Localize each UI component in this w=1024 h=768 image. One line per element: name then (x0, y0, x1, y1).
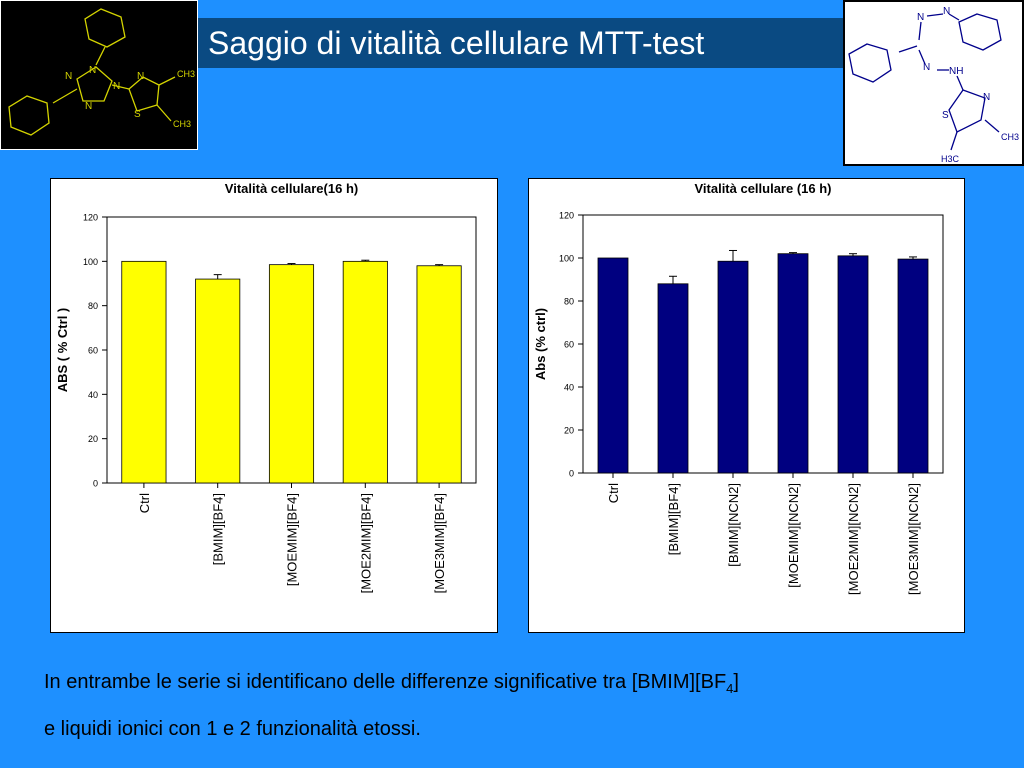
y-tick-label: 0 (93, 479, 98, 489)
bar (121, 260, 167, 484)
bar (717, 260, 749, 474)
y-tick-label: 120 (559, 211, 574, 221)
bar (195, 278, 241, 484)
x-tick-label: [MOE2MIM][NCN2] (846, 483, 861, 595)
chart-title: Vitalità cellulare(16 h) (225, 181, 358, 196)
molecule-image-left: N N N N N S CH3 CH3 (0, 0, 198, 150)
bar (777, 253, 809, 474)
x-tick-label: [MOE3MIM][NCN2] (906, 483, 921, 595)
y-tick-label: 60 (564, 340, 574, 350)
x-tick-label: [BMIM][BF4] (666, 483, 681, 555)
caption-line-1-text: In entrambe le serie si identificano del… (44, 671, 727, 693)
mol-left-label: S (134, 109, 141, 120)
caption-line-2: e liquidi ionici con 1 e 2 funzionalità … (44, 718, 421, 740)
y-tick-label: 60 (88, 346, 98, 356)
mol-left-label: N (65, 71, 72, 82)
y-axis-label: ABS ( % Ctrl ) (55, 308, 70, 393)
y-tick-label: 20 (88, 434, 98, 444)
y-tick-label: 100 (83, 257, 98, 267)
plot-frame (582, 214, 944, 474)
bar (597, 257, 629, 474)
mol-right-label: N (983, 92, 990, 103)
y-tick-label: 0 (569, 469, 574, 479)
bar (342, 260, 388, 484)
molecule-image-right: N N N NH N S CH3 H3C (843, 0, 1024, 166)
y-tick-label: 100 (559, 254, 574, 264)
y-tick-label: 80 (88, 301, 98, 311)
bar (268, 264, 315, 484)
caption-subscript: 4 (726, 681, 734, 696)
x-tick-label: [BMIM][NCN2] (726, 483, 741, 567)
x-tick-label: [MOE2MIM][BF4] (358, 493, 373, 593)
y-tick-label: 40 (88, 390, 98, 400)
y-tick-label: 80 (564, 297, 574, 307)
x-tick-label: [MOE3MIM][BF4] (432, 493, 447, 593)
bar (657, 283, 689, 474)
x-tick-label: [MOEMIM][NCN2] (786, 483, 801, 588)
bar (416, 265, 462, 484)
title-bar: Saggio di vitalità cellulare MTT-test (198, 18, 844, 68)
y-tick-label: 40 (564, 383, 574, 393)
x-tick-label: [MOEMIM][BF4] (285, 493, 300, 586)
mol-right-label: N (943, 6, 950, 17)
mol-left-label: N (137, 71, 144, 82)
chart-bf4: Vitalità cellulare(16 h) ABS ( % Ctrl ) 0 2… (55, 181, 477, 593)
mol-right-label: S (942, 110, 949, 121)
chart-panel-bf4: Vitalità cellulare(16 h) ABS ( % Ctrl ) 0 2… (50, 178, 498, 633)
y-tick-label: 20 (564, 426, 574, 436)
chart-title: Vitalità cellulare (16 h) (694, 181, 831, 196)
mol-left-label: N (89, 65, 96, 76)
mol-right-label: N (917, 12, 924, 23)
mol-left-label: CH3 (177, 69, 195, 79)
bar (837, 255, 869, 474)
mol-left-label: N (85, 101, 92, 112)
chart-panel-ncn2: Vitalità cellulare (16 h) Abs (% ctrl) 0 20… (528, 178, 965, 633)
mol-right-label: CH3 (1001, 132, 1019, 142)
slide-title: Saggio di vitalità cellulare MTT-test (208, 25, 705, 61)
chart-ncn2: Vitalità cellulare (16 h) Abs (% ctrl) 0 20… (533, 181, 944, 595)
mol-right-label: NH (949, 66, 963, 77)
y-axis-label: Abs (% ctrl) (533, 308, 548, 380)
formazan-structure-drawing: N N N NH N S CH3 H3C (848, 6, 1019, 164)
mol-right-label: H3C (941, 154, 960, 164)
mol-left-label: CH3 (173, 119, 191, 129)
tetrazolium-structure-drawing: N N N N N S CH3 CH3 (8, 8, 195, 136)
bar (897, 258, 929, 474)
mol-right-label: N (923, 62, 930, 73)
y-tick-label: 120 (83, 213, 98, 223)
caption-line-1: In entrambe le serie si identificano del… (44, 662, 984, 709)
slide-caption: In entrambe le serie si identificano del… (44, 662, 984, 749)
x-tick-label: Ctrl (137, 493, 152, 513)
mol-left-label: N (113, 81, 120, 92)
x-tick-label: [BMIM][BF4] (211, 493, 226, 565)
caption-line-1-end: ] (733, 671, 739, 693)
x-tick-label: Ctrl (606, 483, 621, 503)
